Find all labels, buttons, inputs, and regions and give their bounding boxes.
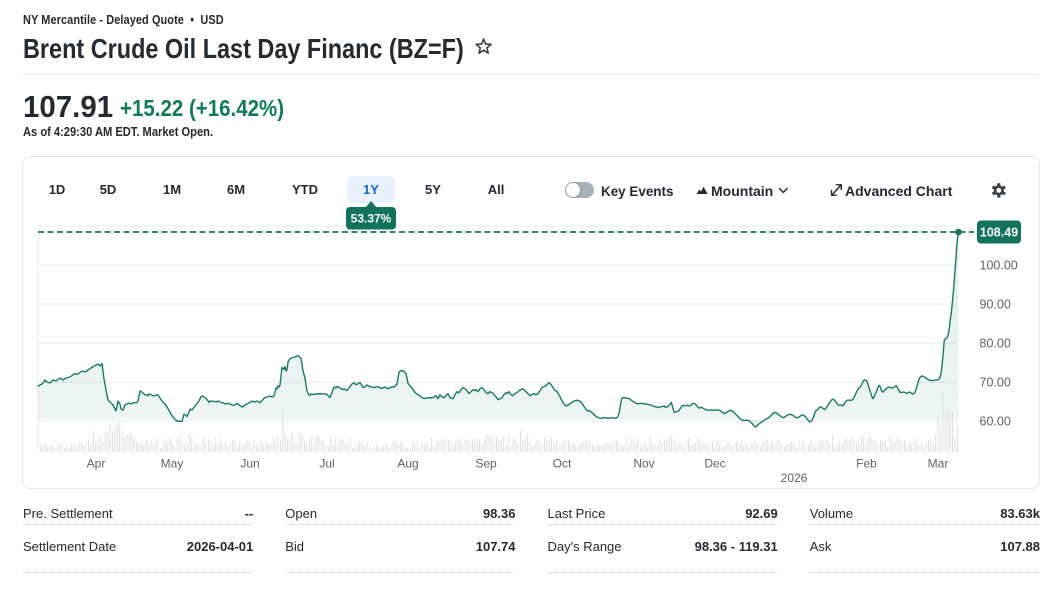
svg-text:100.00: 100.00 <box>980 258 1018 272</box>
svg-text:Jun: Jun <box>240 457 259 471</box>
svg-text:Feb: Feb <box>856 457 877 471</box>
svg-text:Sep: Sep <box>475 457 497 471</box>
svg-text:53.37%: 53.37% <box>351 212 392 226</box>
svg-text:Aug: Aug <box>397 457 418 471</box>
svg-text:May: May <box>161 457 184 471</box>
svg-text:Jul: Jul <box>319 457 334 471</box>
svg-text:70.00: 70.00 <box>980 376 1011 390</box>
svg-text:108.49: 108.49 <box>980 226 1018 240</box>
svg-text:Apr: Apr <box>87 457 106 471</box>
svg-text:Mar: Mar <box>928 457 949 471</box>
svg-text:80.00: 80.00 <box>980 336 1011 350</box>
svg-text:60.00: 60.00 <box>980 415 1011 429</box>
svg-text:2026: 2026 <box>781 471 808 485</box>
svg-text:Nov: Nov <box>633 457 654 471</box>
svg-text:Oct: Oct <box>553 457 572 471</box>
svg-text:90.00: 90.00 <box>980 297 1011 311</box>
svg-text:Dec: Dec <box>704 457 725 471</box>
